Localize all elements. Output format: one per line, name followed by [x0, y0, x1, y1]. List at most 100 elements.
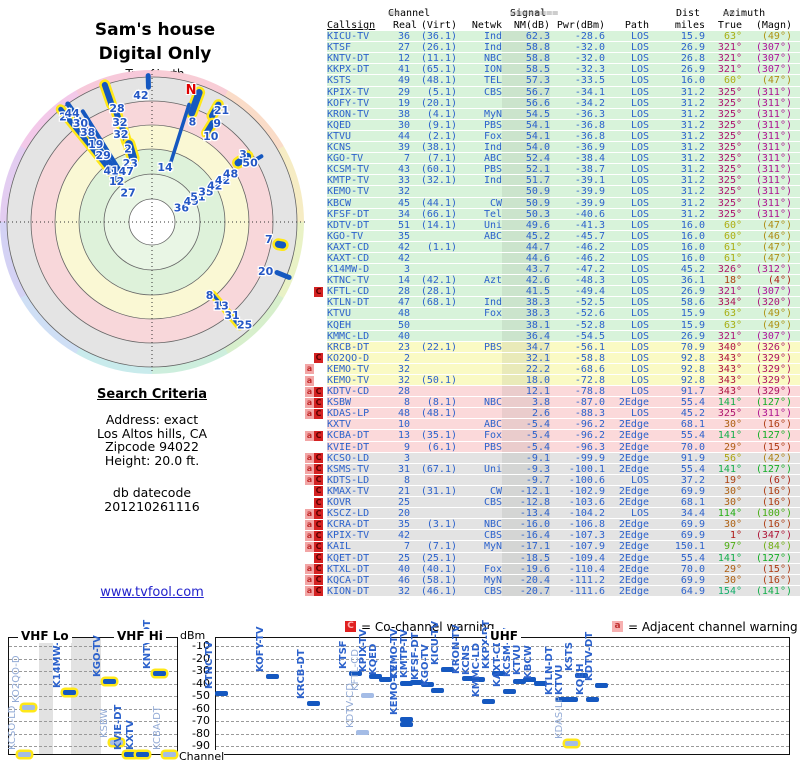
cochannel-warning-icon: C [314, 430, 323, 441]
radar-channel-label: 36 [174, 201, 190, 214]
chart-panel: KTNC-TV KOFY-TV KRCB-DT KTSF KDTV-CD KFTL-CD K… [204, 620, 790, 755]
azimuth-magnetic: (6°) [767, 474, 792, 486]
adjacent-warning-icon: a [305, 386, 314, 397]
azimuth-magnetic: (311°) [755, 186, 792, 198]
station-label: KRCB-DT [296, 649, 308, 700]
azimuth-true: 325° [717, 186, 742, 198]
azimuth-true: 325° [717, 86, 742, 98]
table-row: KTLN-DT 47 (68.1) Ind 38.3 -52.5 LOS 58.6 334° (3… [327, 297, 800, 309]
radar-channel-label: 8 [189, 115, 197, 128]
radar-channel-label: 42 [133, 89, 148, 102]
azimuth-magnetic: (311°) [755, 119, 792, 131]
azimuth-true: 60° [723, 219, 742, 231]
dbm-tick: -80 [192, 726, 210, 740]
table-row: a C KDAS-LP 48 (48.1) 2.6 -88.3 LOS 45.2 325° (311… [305, 408, 800, 420]
azimuth-magnetic: (16°) [761, 485, 792, 497]
radar-channel-label: 10 [203, 130, 219, 143]
azimuth-magnetic: (307°) [755, 286, 792, 298]
station-label: KCBA-DT [152, 706, 164, 750]
azimuth-true: 334° [717, 297, 742, 309]
azimuth-magnetic: (49°) [761, 319, 792, 331]
azimuth-magnetic: (311°) [755, 108, 792, 120]
channel-axis-label: Channel [179, 750, 225, 763]
radar-lobe [203, 120, 216, 136]
azimuth-magnetic: (16°) [761, 574, 792, 586]
radar-lobe [274, 270, 292, 280]
table-row: KMMC-LD 40 36.4 -54.5 LOS 26.9 321° (307°) [327, 330, 800, 342]
radar-channel-label: 14 [157, 161, 173, 174]
radar-lobe [184, 195, 199, 206]
table-row: KEMO-TV 32 50.9 -39.9 LOS 31.2 325° (311°) [327, 186, 800, 198]
azimuth-true: 19° [723, 474, 742, 486]
azimuth-magnetic: (311°) [755, 142, 792, 154]
table-row: KTVU 44 (2.1) Fox 54.1 -36.8 LOS 31.2 325° (311°) [327, 130, 800, 143]
azimuth-magnetic: (307°) [755, 53, 792, 65]
table-group-header: == Channel == ======== Signal ======== Dist … [388, 8, 766, 19]
cochannel-warning-icon: C [314, 353, 323, 364]
table-row: KBCW 45 (44.1) CW 50.9 -39.9 LOS 31.2 325° (311°) [327, 197, 800, 209]
azimuth-magnetic: (320°) [755, 297, 792, 309]
azimuth-magnetic: (46°) [761, 230, 792, 242]
adjacent-warning-icon: a [305, 519, 314, 530]
signal-bar [399, 680, 413, 686]
table-row: KPIX-TV 29 (5.1) CBS 56.7 -34.1 LOS 31.2 325° (31… [327, 86, 800, 98]
station-label: KTNC-TV [203, 641, 215, 690]
table-row: KMTP-TV 33 (32.1) Ind 51.7 -39.1 LOS 31.2 325° (3… [327, 175, 800, 187]
station-label: KTSF [337, 640, 349, 669]
azimuth-true: 343° [717, 375, 742, 386]
radar-channel-label: 19 [88, 138, 103, 151]
table-row: KRCB-DT 23 (22.1) PBS 34.7 -56.1 LOS 70.9 340° (3… [327, 341, 800, 353]
azimuth-magnetic: (4°) [767, 275, 792, 287]
adjacent-warning-icon: a [305, 508, 314, 519]
signal-bar [430, 688, 444, 694]
azimuth-magnetic: (311°) [755, 86, 792, 98]
azimuth-magnetic: (311°) [755, 130, 792, 142]
cochannel-warning-icon: C [314, 564, 323, 575]
chart-panel: KO2QO-D K14MW-D KCSO-LD KGO-TV KSBW KVIE-DT KX… [7, 620, 178, 757]
adjacent-warning-icon: a [305, 364, 314, 375]
table-row: a C KCRA-DT 35 (3.1) NBC -16.0 -106.8 2Edge 69.9 3… [305, 519, 800, 531]
signal-bar [482, 699, 496, 705]
signal-bar [410, 679, 424, 685]
cochannel-warning-icon: C [314, 553, 323, 563]
table-row: KQED 30 (9.1) PBS 54.1 -36.8 LOS 31.2 325° (311°) [327, 119, 800, 131]
table-row: C KMAX-TV 21 (31.1) CW -12.1 -102.9 2Edge 69.9 30… [314, 485, 800, 498]
table-column-header: Callsign Real (Virt) Netwk NM(dB) Pwr(dB… [327, 20, 792, 31]
signal-bar [575, 672, 589, 678]
adjacent-warning-icon: a [305, 464, 314, 475]
uhf-title: UHF [487, 629, 521, 643]
azimuth-magnetic: (127°) [755, 552, 792, 564]
signal-bar [22, 704, 36, 710]
azimuth-true: 321° [717, 42, 742, 54]
radar-channel-label: 9 [213, 117, 221, 130]
azimuth-magnetic: (311°) [755, 175, 792, 187]
azimuth-magnetic: (127°) [755, 463, 792, 475]
table-row: KTSF 27 (26.1) Ind 58.8 -32.0 LOS 26.9 321° (307°… [327, 42, 800, 54]
azimuth-true: 326° [717, 264, 742, 276]
radar-lobe [208, 101, 222, 119]
azimuth-magnetic: (141°) [755, 585, 792, 597]
adjacent-warning-icon: a [305, 530, 314, 541]
azimuth-true: 30° [723, 497, 742, 509]
signal-bar [214, 691, 228, 697]
radar-channel-label: 47 [119, 165, 134, 178]
cochannel-warning-icon: C [314, 575, 323, 586]
azimuth-true: 63° [723, 31, 742, 43]
azimuth-magnetic: (84°) [761, 541, 792, 553]
radar-channel-label: 25 [237, 318, 252, 331]
table-row: KKPX-DT 41 (65.1) ION 58.5 -32.3 LOS 26.9 321° (3… [327, 64, 800, 76]
page-subtitle: Digital Only [98, 44, 212, 64]
radar-channel-label: 21 [214, 104, 229, 117]
table-row: KQEH 50 38.1 -52.8 LOS 15.9 63° (49°) [327, 319, 800, 331]
azimuth-true: 30° [723, 485, 742, 497]
radar-lobe [65, 101, 120, 175]
radar-channel-label: 49 [184, 195, 199, 208]
radar-lobe [168, 102, 191, 166]
azimuth-true: 56° [723, 452, 742, 464]
azimuth-magnetic: (100°) [755, 508, 792, 520]
signal-bar [163, 752, 177, 757]
tvfool-link[interactable]: www.tvfool.com [100, 585, 204, 600]
station-label: KQED [368, 643, 380, 675]
radar-lobe [101, 81, 115, 108]
cochannel-legend-label: = Co-channel warning [361, 620, 495, 634]
